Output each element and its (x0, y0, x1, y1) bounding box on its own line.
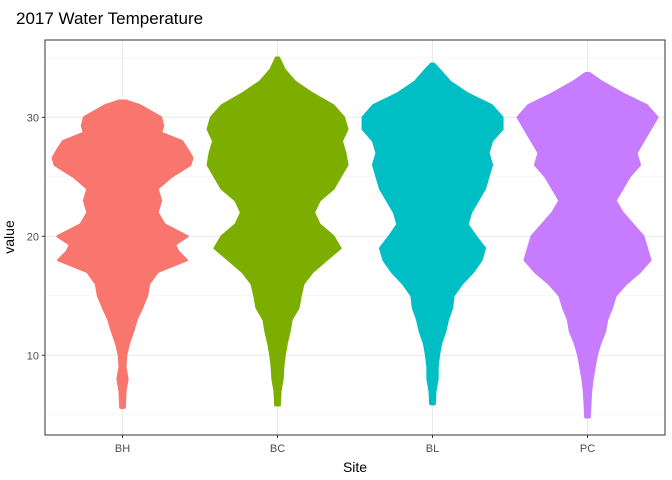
x-tick-label: BH (115, 443, 130, 455)
violin-pc (516, 72, 659, 419)
y-axis-title: value (1, 220, 17, 254)
y-tick-label: 10 (27, 350, 39, 362)
x-axis-ticks: BH BC BL PC (115, 435, 595, 455)
violin-bl (361, 62, 504, 406)
x-tick-label: BL (426, 443, 439, 455)
x-tick-label: BC (270, 443, 285, 455)
x-tick-label: PC (580, 443, 595, 455)
plot-panel-border (44, 39, 666, 436)
y-tick-label: 20 (27, 231, 39, 243)
violins (51, 56, 659, 419)
x-axis-title: Site (343, 459, 367, 475)
violin-bc (206, 56, 349, 407)
y-tick-label: 30 (27, 112, 39, 124)
chart-title: 2017 Water Temperature (16, 9, 203, 28)
violin-bh (51, 99, 194, 409)
y-axis-ticks: 10 20 30 (27, 112, 45, 362)
